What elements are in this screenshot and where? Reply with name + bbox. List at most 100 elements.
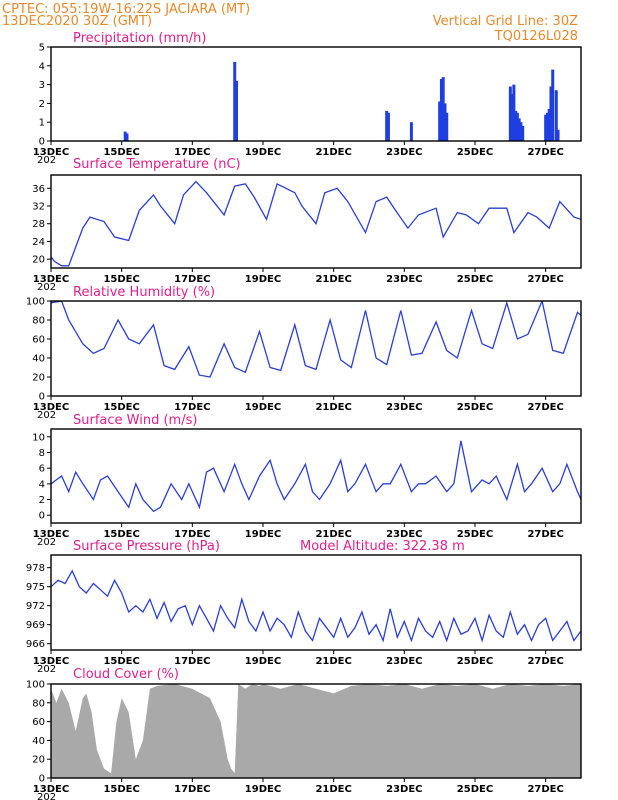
y-tick-label: 100 [26,297,45,308]
y-tick-label: 5 [39,43,45,54]
panel-title: Surface Pressure (hPa) [73,539,220,554]
precip-bar [554,90,558,141]
x-tick-label: 19DEC [245,784,281,795]
x-tick-label: 23DEC [386,784,422,795]
x-tick-label: 21DEC [315,529,351,540]
precip-bar [556,129,560,141]
y-tick-label: 60 [32,335,45,346]
precip-bar [521,125,525,141]
y-tick-label: 972 [26,601,45,612]
precip-bar [551,69,555,141]
x-tick-label: 15DEC [103,402,139,413]
y-tick-label: 0 [39,511,45,522]
x-tick-label: 27DEC [527,274,563,285]
y-tick-label: 966 [26,639,45,650]
precip-bar [409,122,413,141]
x-tick-label: 23DEC [386,147,422,158]
y-tick-label: 10 [32,432,45,443]
panel-4: Surface Pressure (hPa) Model Altitude: 32… [26,539,582,675]
x-tick-label: 13DEC [33,784,69,795]
panel-plot [51,180,581,267]
precip-bar [545,112,549,141]
x-tick-label: 19DEC [245,656,281,667]
x-tick-label: 21DEC [315,274,351,285]
x-tick-label: 15DEC [103,656,139,667]
y-tick-label: 978 [26,563,45,574]
panel-0: Precipitation (mm/h) 0 1 2 3 4 5 13DEC 15DEC 17DE… [33,31,582,166]
x-tick-label: 21DEC [315,656,351,667]
panel-2: Relative Humidity (%) 0 20 40 60 80 100 13DEC 15… [26,285,582,421]
panel-frame [50,554,582,651]
panel-plot [51,301,581,378]
y-tick-label: 4 [39,479,45,490]
y-tick-label: 975 [26,582,45,593]
panel-title: Surface Wind (m/s) [73,413,197,428]
panel-plot [51,569,581,643]
x-tick-label: 21DEC [315,147,351,158]
y-tick-label: 2 [39,495,45,506]
y-tick-label: 24 [32,237,45,248]
x-tick-label: 21DEC [315,784,351,795]
precip-bar [514,110,518,141]
y-tick-label: 40 [32,354,45,365]
precip-bar [510,94,514,141]
precip-bar [517,118,521,141]
precip-bar [508,86,512,141]
panel-plot [123,62,560,141]
precip-bar [386,112,390,141]
y-tick-label: 40 [32,736,45,747]
y-tick-label: 4 [39,61,45,72]
y-tick-label: 6 [39,464,45,475]
y-tick-label: 36 [32,184,45,195]
header-date: 13DEC2020 30Z (GMT) [2,14,152,29]
y-tick-label: 20 [32,755,45,766]
y-tick-label: 28 [32,219,45,230]
panel-5: Cloud Cover (%) 0 20 40 60 80 100 13DEC 15DEC 17D… [26,667,582,800]
x-tick-label: 13DEC [33,274,69,285]
x-tick-label: 15DEC [103,529,139,540]
x-tick-label: 19DEC [245,274,281,285]
y-tick-label: 60 [32,717,45,728]
panel-3: Surface Wind (m/s) 0 2 4 6 8 10 13DEC 15DEC 17DEC… [32,413,582,548]
x-tick-label: 17DEC [174,656,210,667]
panel-title: Relative Humidity (%) [73,285,215,300]
x-tick-label: 27DEC [527,529,563,540]
precip-bar [512,84,516,141]
y-tick-label: 80 [32,316,45,327]
series-line [51,569,581,643]
precip-bar [441,77,445,141]
precip-bar [515,112,519,141]
header-location: CPTEC: 055:19W-16:22S JACIARA (MT) [2,2,250,17]
x-tick-label: 25DEC [457,274,493,285]
y-tick-label: 1 [39,118,45,129]
panel-frame [50,174,582,269]
panel-frame [50,46,582,142]
x-tick-label: 25DEC [457,529,493,540]
precip-bar [439,78,443,141]
x-tick-label: 15DEC [103,784,139,795]
y-tick-label: 32 [32,202,45,213]
x-year-fragment: 202 [37,282,56,293]
precip-bar [233,62,237,141]
x-tick-label: 13DEC [33,529,69,540]
precip-bar [544,114,548,141]
x-tick-label: 17DEC [174,147,210,158]
x-tick-label: 19DEC [245,402,281,413]
x-tick-label: 13DEC [33,402,69,413]
cloud-area [51,684,581,778]
x-tick-label: 17DEC [174,529,210,540]
panels: Precipitation (mm/h) 0 1 2 3 4 5 13DEC 15DEC 17DE… [26,31,582,800]
x-tick-label: 25DEC [457,656,493,667]
y-tick-label: 2 [39,99,45,110]
x-tick-label: 23DEC [386,402,422,413]
panel-title: Surface Temperature (nC) [73,157,241,172]
precip-bar [385,110,389,141]
x-tick-label: 15DEC [103,147,139,158]
header-model-code: TQ0126L028 [494,29,578,44]
x-tick-label: 17DEC [174,784,210,795]
x-tick-label: 23DEC [386,656,422,667]
precip-bar [235,80,238,141]
x-tick-label: 13DEC [33,147,69,158]
panel-plot [51,440,581,513]
